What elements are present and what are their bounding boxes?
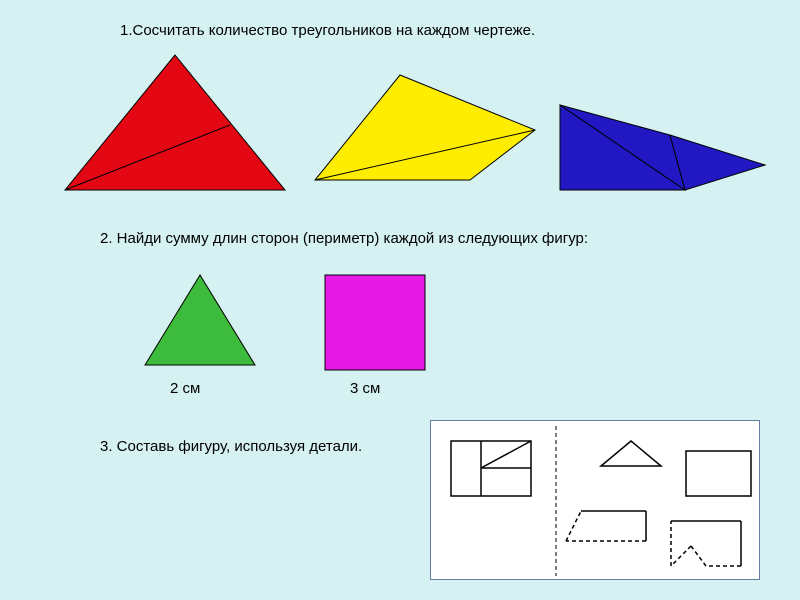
task1-text: 1.Сосчитать количество треугольников на … bbox=[120, 22, 535, 39]
task2-text: 2. Найди сумму длин сторон (периметр) ка… bbox=[100, 230, 588, 247]
green-triangle-label: 2 см bbox=[170, 380, 200, 397]
magenta-square-label: 3 см bbox=[350, 380, 380, 397]
yellow-parallelogram-figure bbox=[310, 70, 540, 190]
puzzle-svg bbox=[431, 421, 761, 581]
green-triangle-figure bbox=[140, 270, 260, 375]
puzzle-box bbox=[430, 420, 760, 580]
red-triangle-figure bbox=[60, 50, 290, 200]
blue-compound-figure bbox=[555, 90, 775, 200]
task3-text: 3. Составь фигуру, используя детали. bbox=[100, 438, 362, 455]
magenta-square-figure bbox=[320, 270, 430, 375]
